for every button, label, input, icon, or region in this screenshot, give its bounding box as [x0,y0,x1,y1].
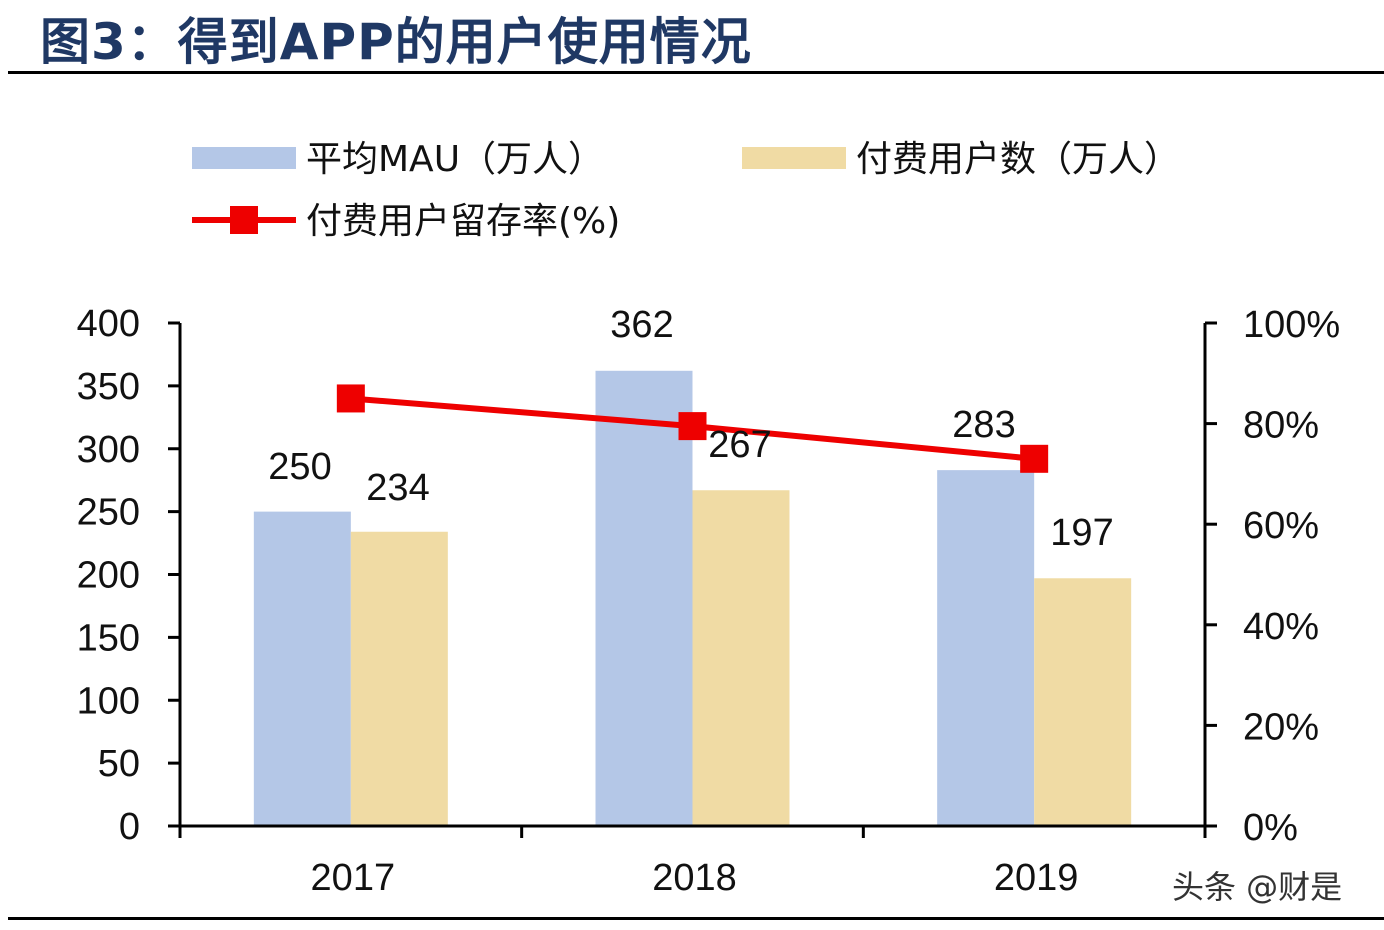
legend-swatch-marker [230,206,258,234]
left-tick-label: 300 [77,429,140,471]
right-tick-label: 40% [1243,606,1319,648]
bottom-divider [8,917,1384,920]
watermark: 头条 @财是 [1172,868,1343,906]
right-tick-label: 80% [1243,405,1319,447]
data-label: 362 [610,304,673,346]
axes-group: 0 50 100 150 200 250 300 350 400 0% 20% 40% 60% 80% 10… [77,303,1341,899]
legend-label: 付费用户留存率(%) [306,201,620,242]
legend-label: 平均MAU（万人） [306,139,604,180]
legend-label: 付费用户数（万人） [856,139,1180,180]
left-tick-label: 50 [98,743,140,785]
right-tick-label: 0% [1243,807,1298,849]
bar-mau-2018 [595,370,693,826]
retention-marker [1020,444,1049,473]
bar-mau-2019 [937,470,1035,826]
line-group [336,384,1049,473]
data-label: 250 [268,446,331,488]
figure-title: 图3：得到APP的用户使用情况 [40,13,752,71]
left-tick-label: 400 [77,303,140,345]
bar-paid-2017 [350,531,448,826]
left-tick-label: 250 [77,492,140,534]
legend-swatch [192,147,296,169]
bar-paid-2019 [1034,578,1132,826]
data-label: 234 [366,467,429,509]
x-tick-label: 2018 [652,857,737,899]
bar-mau-2017 [253,511,351,826]
left-tick-label: 100 [77,680,140,722]
data-label: 283 [952,404,1015,446]
left-tick-label: 0 [119,806,140,848]
data-label: 267 [708,424,771,466]
data-labels-group: 250 234 362 267 283 197 [268,304,1113,554]
right-tick-label: 100% [1243,304,1340,346]
data-label: 197 [1050,512,1113,554]
bars-group [253,370,1132,826]
retention-marker [336,384,365,413]
left-tick-label: 150 [77,617,140,659]
left-tick-label: 200 [77,555,140,597]
legend-swatch [742,147,846,169]
legend: 平均MAU（万人） 付费用户数（万人） 付费用户留存率(%) [192,139,1180,242]
x-tick-label: 2019 [994,857,1079,899]
bar-paid-2018 [692,490,790,826]
retention-marker [678,412,707,441]
x-tick-label: 2017 [311,857,396,899]
right-tick-label: 60% [1243,505,1319,547]
top-divider [8,71,1384,74]
left-tick-label: 350 [77,366,140,408]
right-tick-label: 20% [1243,706,1319,748]
